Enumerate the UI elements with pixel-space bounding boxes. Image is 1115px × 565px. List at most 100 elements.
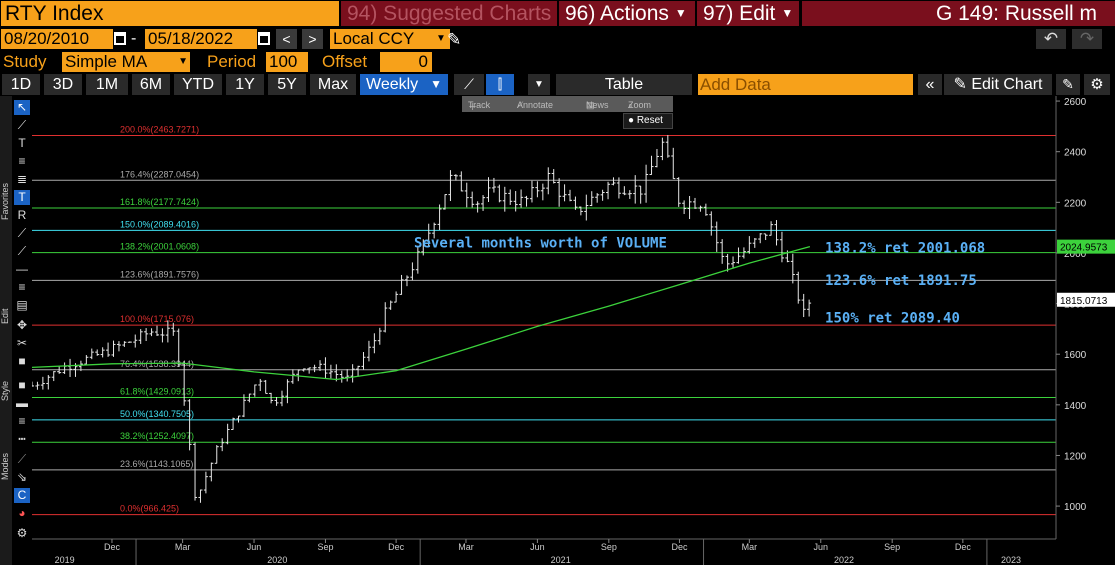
price-bar xyxy=(220,438,225,452)
price-bar xyxy=(361,352,366,370)
period-6m-button[interactable]: 6M xyxy=(132,74,170,95)
edit-icon[interactable]: ✎ xyxy=(1056,74,1080,95)
price-bar xyxy=(540,183,545,201)
trendline-icon[interactable]: ⟋ xyxy=(17,118,27,132)
price-bar xyxy=(443,194,448,210)
left-toolbar: Favorites Edit Style Modes ↖ ⟋ T ≡ ≣ T R… xyxy=(0,96,32,565)
x-month-label: Jun xyxy=(530,542,545,552)
table-button[interactable]: Table xyxy=(556,74,692,95)
collapse-icon[interactable]: « xyxy=(918,74,942,95)
period-1y-button[interactable]: 1Y xyxy=(226,74,264,95)
redo-icon[interactable]: ↷ xyxy=(1072,29,1102,49)
calendar-icon[interactable] xyxy=(114,32,126,45)
study-select[interactable]: Simple MA ▼ xyxy=(62,52,190,72)
snap-icon[interactable]: C xyxy=(14,488,30,503)
price-bar xyxy=(448,170,453,202)
ticker-field[interactable]: RTY Index xyxy=(1,1,339,26)
price-chart[interactable]: 200.0%(2463.7271) 176.4%(2287.0454) 161.8%… xyxy=(0,96,1115,565)
period-1d-button[interactable]: 1D xyxy=(2,74,40,95)
period-max-button[interactable]: Max xyxy=(310,74,356,95)
period-3d-button[interactable]: 3D xyxy=(44,74,82,95)
chevron-down-icon[interactable]: ▼ xyxy=(528,74,550,95)
rect-icon[interactable]: ▤ xyxy=(16,298,28,312)
annotation-icon[interactable]: T xyxy=(14,190,30,205)
period-1m-button[interactable]: 1M xyxy=(86,74,128,95)
price-bar xyxy=(301,368,306,372)
plot-area xyxy=(32,96,1056,539)
price-bar xyxy=(57,366,62,374)
bar-chart-icon[interactable]: ⫿ xyxy=(486,74,514,95)
price-bar xyxy=(252,384,257,397)
fill-icon[interactable]: ■ xyxy=(18,378,26,392)
fib-level-label: 23.6%(1143.1065) xyxy=(120,459,193,469)
last-price-tag: 1815.0713 xyxy=(1060,296,1108,307)
hline-icon[interactable]: — xyxy=(16,262,28,276)
gear-icon[interactable]: ⚙ xyxy=(16,526,28,540)
price-bar xyxy=(502,186,507,212)
edit-chart-button[interactable]: ✎ Edit Chart xyxy=(944,74,1052,95)
line-style-icon[interactable]: ≡ xyxy=(18,414,26,428)
palette-icon[interactable]: ◕ xyxy=(18,506,26,520)
price-bar xyxy=(193,442,198,501)
price-bar xyxy=(682,200,687,215)
period-ytd-button[interactable]: YTD xyxy=(174,74,222,95)
crosshair-icon[interactable]: ✥ xyxy=(16,318,28,332)
chevron-down-icon: ▼ xyxy=(434,29,448,49)
period-field[interactable]: 100 xyxy=(266,52,308,72)
fib-icon[interactable]: ≡ xyxy=(18,154,26,168)
offset-field[interactable]: 0 xyxy=(380,52,432,72)
price-bar xyxy=(203,471,208,494)
price-bar xyxy=(665,135,670,158)
cut-icon[interactable]: ✂ xyxy=(16,336,28,350)
x-year-label: 2020 xyxy=(267,555,287,565)
title-bar: RTY Index 94) Suggested Charts 96) Actio… xyxy=(0,0,1115,27)
axes: 100012001400160018002000220024002600DecM… xyxy=(32,96,1115,565)
price-bar xyxy=(323,357,328,379)
trash-icon[interactable]: ■ xyxy=(18,354,26,368)
actions-button[interactable]: 96) Actions ▼ xyxy=(559,1,695,26)
track-label: Track xyxy=(468,100,491,110)
currency-select[interactable]: Local CCY ▼ xyxy=(330,29,450,49)
fib-level-label: 61.8%(1429.0913) xyxy=(120,386,194,396)
add-data-field[interactable]: Add Data xyxy=(698,74,913,95)
pencil-icon[interactable]: ✎ xyxy=(447,30,462,49)
draw-line-icon[interactable]: ⟋ xyxy=(17,226,27,240)
dash-style-icon[interactable]: ┅ xyxy=(18,432,26,446)
price-bar xyxy=(529,180,534,203)
chevron-left-icon[interactable]: < xyxy=(276,29,297,49)
price-bar xyxy=(318,360,323,371)
price-bar xyxy=(720,239,725,264)
y-tick-label: 1000 xyxy=(1064,502,1087,513)
channel-icon[interactable]: ≡ xyxy=(18,280,26,294)
undo-icon[interactable]: ↶ xyxy=(1036,29,1066,49)
price-bar xyxy=(801,293,806,318)
reset-button[interactable]: ● Reset xyxy=(623,113,673,129)
price-bar xyxy=(127,341,132,343)
period-5y-button[interactable]: 5Y xyxy=(268,74,306,95)
edit-menu-button[interactable]: 97) Edit ▼ xyxy=(697,1,799,26)
gear-icon[interactable]: ⚙ xyxy=(1084,74,1110,95)
start-date-field[interactable]: 08/20/2010 xyxy=(1,29,113,49)
magnet-icon[interactable]: ⇘ xyxy=(16,470,28,484)
pointer-icon[interactable]: ↖ xyxy=(14,100,30,115)
calendar-icon[interactable] xyxy=(258,32,270,45)
ray-icon[interactable]: ⟋ xyxy=(17,244,27,258)
chevron-down-icon: ▼ xyxy=(178,56,188,67)
end-date-field[interactable]: 05/18/2022 xyxy=(145,29,257,49)
retracement-icon[interactable]: R xyxy=(17,208,27,222)
price-bar xyxy=(383,302,388,333)
eraser-icon[interactable]: ⟋ xyxy=(17,452,27,466)
fib-ext-icon[interactable]: ≣ xyxy=(16,172,28,186)
line-chart-icon[interactable]: ⟋ xyxy=(454,74,484,95)
price-bar xyxy=(149,328,154,337)
thick-line-icon[interactable]: ▬ xyxy=(16,396,28,410)
price-bar xyxy=(426,223,431,248)
price-bar xyxy=(138,329,143,344)
suggested-charts-button[interactable]: 94) Suggested Charts xyxy=(341,1,557,26)
price-bar xyxy=(627,190,632,199)
frequency-select[interactable]: Weekly ▼ xyxy=(360,74,448,95)
price-bar xyxy=(763,233,768,241)
text-icon[interactable]: T xyxy=(18,136,26,150)
chevron-right-icon[interactable]: > xyxy=(302,29,323,49)
price-bar xyxy=(649,155,654,176)
